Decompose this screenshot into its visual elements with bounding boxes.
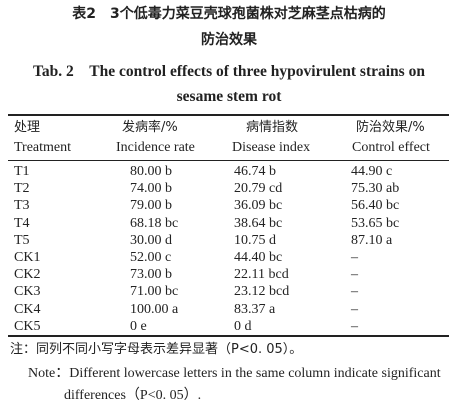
- incidence-cell: 79.00 b: [130, 198, 172, 214]
- control-effect-cell: –: [351, 267, 358, 283]
- treatment-cell: T2: [14, 181, 30, 197]
- incidence-cell: 52.00 c: [130, 250, 172, 265]
- header-en-control-effect: Control effect: [352, 140, 430, 155]
- control-effect-cell: –: [351, 318, 358, 334]
- table-top-rule: [8, 114, 449, 116]
- disease-index-cell: 83.37 a: [234, 301, 276, 317]
- incidence-cell: 100.00 a: [130, 301, 179, 317]
- header-cn-disease-index: 病情指数: [246, 120, 299, 135]
- table-bottom-rule: [8, 335, 449, 337]
- control-effect-cell: 56.40 bc: [351, 198, 400, 214]
- caption-en-line2: sesame stem rot: [176, 88, 282, 105]
- treatment-cell: CK5: [14, 318, 41, 334]
- disease-index-cell: 0 d: [234, 318, 252, 334]
- header-en-incidence: Incidence rate: [116, 140, 195, 155]
- treatment-cell: T4: [14, 215, 30, 231]
- control-effect-cell: –: [351, 284, 358, 300]
- disease-index-cell: 22.11 bcd: [234, 267, 289, 283]
- control-effect-cell: 44.90 c: [351, 164, 393, 179]
- treatment-cell: T3: [14, 198, 30, 214]
- caption-en-line1: Tab. 2 The control effects of three hypo…: [33, 63, 425, 80]
- caption-cn-line1: 表2 3个低毒力菜豆壳球孢菌株对芝麻茎点枯病的: [72, 6, 386, 22]
- table-header-rule: [8, 160, 449, 161]
- disease-index-cell: 38.64 bc: [234, 215, 283, 231]
- treatment-cell: T1: [14, 164, 30, 179]
- incidence-cell: 30.00 d: [130, 232, 172, 248]
- control-effect-cell: –: [351, 250, 358, 265]
- treatment-cell: CK1: [14, 250, 41, 265]
- incidence-cell: 80.00 b: [130, 164, 172, 179]
- control-effect-cell: 53.65 bc: [351, 215, 400, 231]
- header-cn-incidence: 发病率/%: [122, 120, 178, 135]
- incidence-cell: 0 e: [130, 318, 147, 334]
- treatment-cell: T5: [14, 232, 30, 248]
- header-en-disease-index: Disease index: [232, 140, 311, 155]
- disease-index-cell: 23.12 bcd: [234, 284, 290, 300]
- disease-index-cell: 10.75 d: [234, 232, 276, 248]
- footnote-en-line2: differences（P<0. 05）.: [64, 388, 202, 403]
- incidence-cell: 73.00 b: [130, 267, 172, 283]
- disease-index-cell: 46.74 b: [234, 164, 276, 179]
- treatment-cell: CK3: [14, 284, 41, 300]
- header-en-treatment: Treatment: [14, 140, 72, 155]
- incidence-cell: 74.00 b: [130, 181, 172, 197]
- treatment-cell: CK2: [14, 267, 41, 283]
- disease-index-cell: 20.79 cd: [234, 181, 283, 197]
- footnote-cn: 注：同列不同小写字母表示差异显著（P<0. 05）。: [10, 342, 303, 357]
- header-cn-control-effect: 防治效果/%: [356, 120, 425, 135]
- treatment-cell: CK4: [14, 301, 41, 317]
- header-cn-treatment: 处理: [14, 120, 41, 135]
- control-effect-cell: –: [351, 301, 358, 317]
- incidence-cell: 68.18 bc: [130, 215, 179, 231]
- footnote-en-line1: Note：Different lowercase letters in the …: [28, 366, 441, 381]
- incidence-cell: 71.00 bc: [130, 284, 179, 300]
- disease-index-cell: 44.40 bc: [234, 250, 283, 265]
- disease-index-cell: 36.09 bc: [234, 198, 283, 214]
- control-effect-cell: 75.30 ab: [351, 181, 400, 197]
- caption-cn-line2: 防治效果: [201, 32, 257, 48]
- control-effect-cell: 87.10 a: [351, 232, 393, 248]
